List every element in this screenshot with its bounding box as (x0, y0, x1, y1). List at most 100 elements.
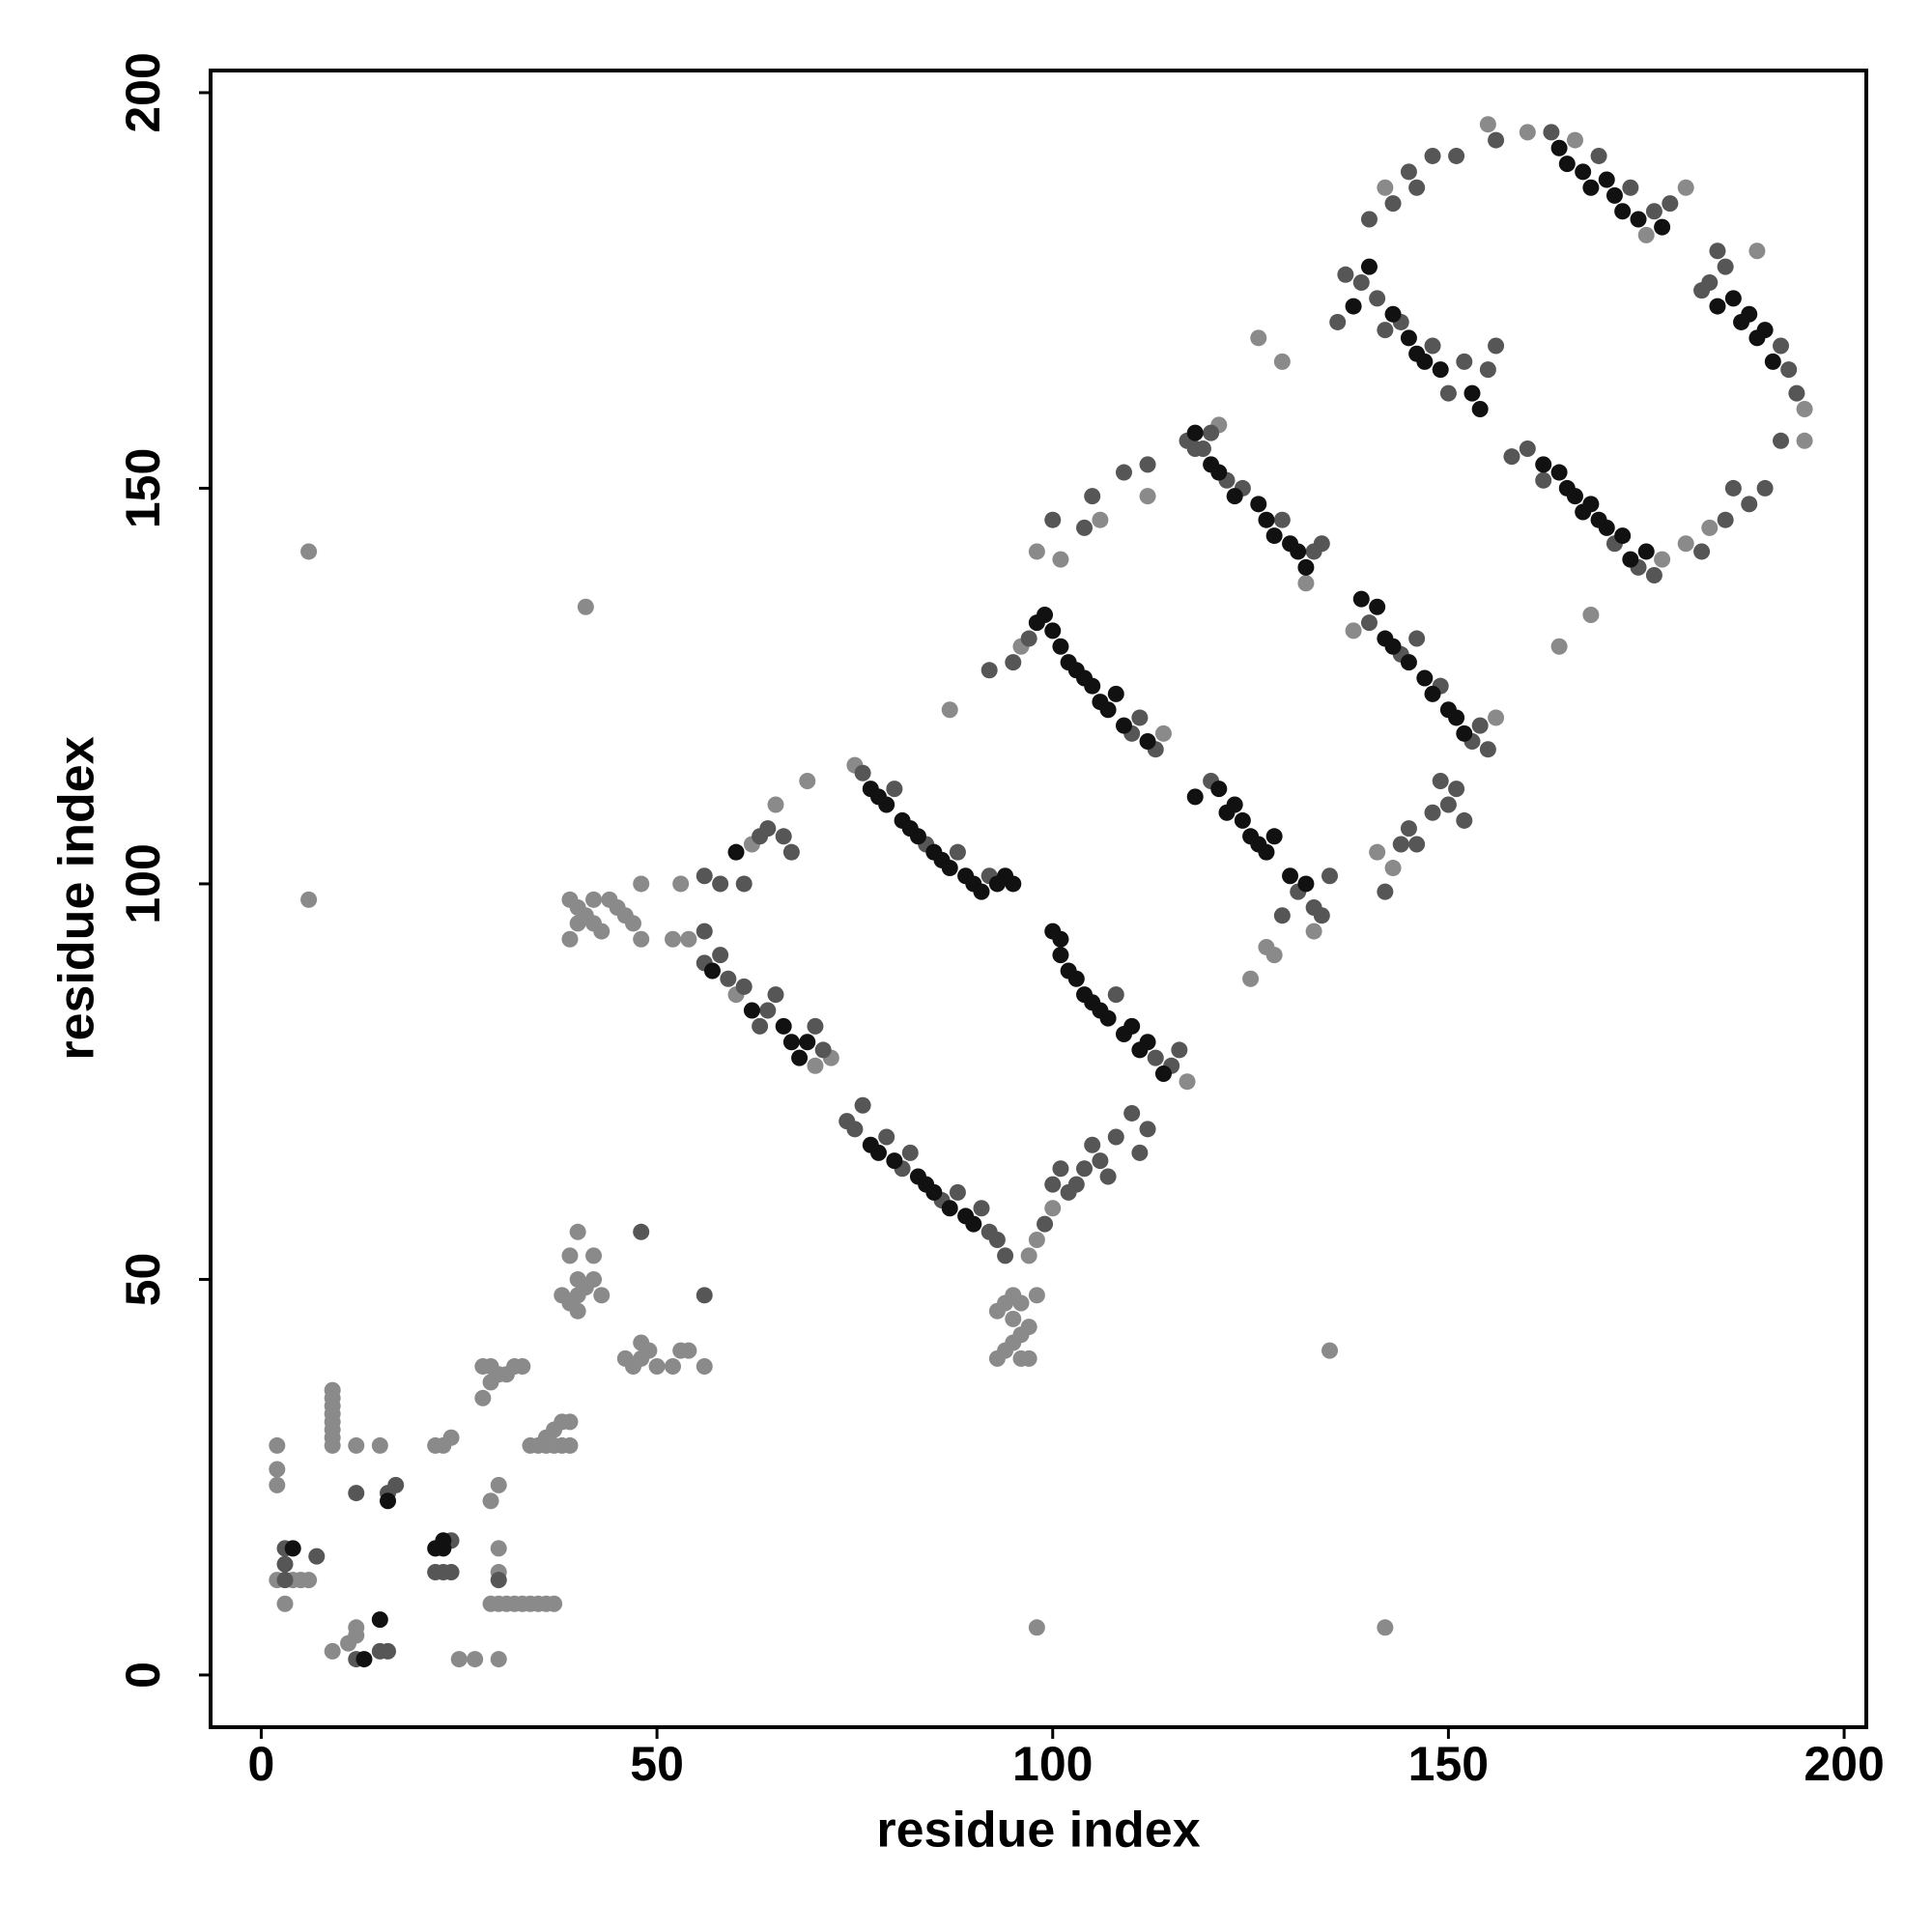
point (348, 1436, 365, 1454)
point (340, 1634, 357, 1652)
point (276, 1595, 294, 1612)
point (276, 1555, 294, 1573)
point (1084, 677, 1101, 695)
point (1131, 1144, 1149, 1161)
point (569, 1270, 586, 1288)
point (1543, 124, 1560, 141)
point (569, 1302, 586, 1320)
point (696, 923, 713, 940)
point (1099, 1009, 1117, 1027)
point (1535, 471, 1552, 489)
point (1139, 733, 1156, 751)
point (1724, 290, 1742, 307)
point (1463, 384, 1481, 402)
point (1360, 614, 1378, 632)
point (1123, 1104, 1141, 1122)
point (1416, 669, 1434, 687)
point (1154, 1065, 1172, 1083)
point (1488, 709, 1505, 726)
point (1092, 511, 1109, 528)
point (1384, 195, 1402, 213)
point (490, 1572, 507, 1589)
point (854, 764, 871, 781)
point (514, 1358, 531, 1376)
point (1637, 226, 1655, 243)
point (1012, 1294, 1030, 1312)
point (1488, 131, 1505, 149)
point (1448, 781, 1465, 798)
point (1654, 551, 1671, 568)
point (1535, 456, 1552, 473)
point (1614, 203, 1632, 220)
point (561, 930, 579, 948)
x-tick-label: 50 (630, 1737, 684, 1791)
point (1622, 551, 1639, 568)
point (1210, 781, 1228, 798)
point (1044, 511, 1062, 528)
point (1067, 1176, 1085, 1193)
point (901, 1144, 919, 1161)
point (1179, 1073, 1196, 1091)
point (1488, 337, 1505, 355)
point (348, 1619, 365, 1636)
y-tick-label: 200 (116, 52, 170, 132)
point (1028, 1231, 1045, 1248)
point (1005, 1310, 1022, 1327)
point (435, 1532, 452, 1549)
point (474, 1389, 492, 1406)
point (633, 875, 650, 893)
point (1052, 930, 1069, 948)
point (1028, 543, 1045, 560)
point (1258, 843, 1275, 861)
point (1448, 147, 1465, 164)
point (355, 1651, 373, 1668)
point (1724, 479, 1742, 497)
point (1369, 290, 1386, 307)
point (1250, 329, 1267, 347)
point (752, 1017, 769, 1035)
point (1194, 440, 1211, 457)
point (1297, 558, 1315, 576)
point (980, 662, 998, 679)
point (1345, 622, 1362, 639)
point (782, 1034, 800, 1051)
point (727, 843, 745, 861)
point (1052, 947, 1069, 964)
point (949, 843, 966, 861)
y-tick-label: 150 (116, 448, 170, 528)
point (814, 1041, 832, 1059)
point (791, 1049, 809, 1066)
x-axis-label: residue index (876, 1803, 1200, 1859)
point (1226, 488, 1243, 505)
point (807, 1057, 824, 1074)
point (1084, 488, 1101, 505)
point (1400, 654, 1417, 671)
point (1131, 709, 1149, 726)
point (1384, 860, 1402, 877)
point (886, 781, 903, 798)
point (1741, 305, 1758, 323)
point (1717, 511, 1734, 528)
point (1788, 384, 1805, 402)
point (1186, 788, 1204, 806)
point (1321, 867, 1339, 885)
point (1171, 1041, 1188, 1059)
point (442, 1429, 460, 1446)
point (1709, 298, 1726, 315)
point (371, 1436, 388, 1454)
point (324, 1642, 341, 1660)
point (1210, 464, 1228, 481)
point (712, 947, 729, 964)
point (799, 1034, 816, 1051)
point (909, 828, 926, 845)
point (1598, 519, 1615, 536)
point (759, 1002, 777, 1019)
point (1432, 772, 1449, 789)
point (1471, 401, 1489, 418)
point (1439, 384, 1457, 402)
x-tick-label: 0 (248, 1737, 275, 1791)
point (561, 1436, 579, 1454)
point (625, 915, 642, 932)
point (1305, 923, 1322, 940)
